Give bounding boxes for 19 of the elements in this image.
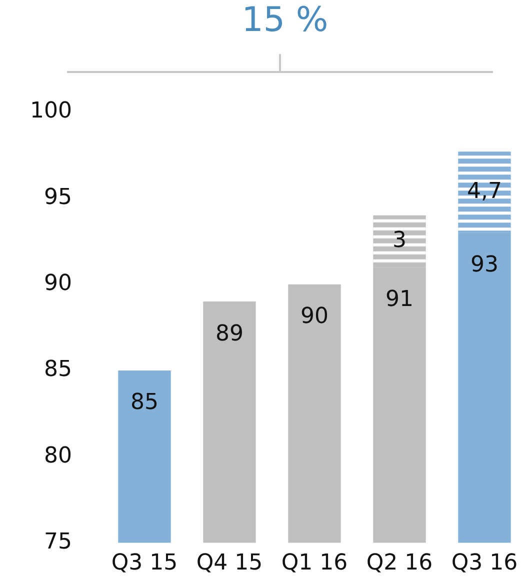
x-tick-label: Q1 16 (281, 550, 348, 576)
text: 15 % (240, 0, 330, 40)
y-tick-label: 100 (30, 98, 72, 124)
data-label: 90 (300, 304, 328, 330)
y-tick-label: 90 (44, 271, 72, 296)
y-tick-label: 85 (44, 357, 72, 382)
y-tick-label: 80 (44, 443, 72, 468)
y-tick-label: 75 (44, 530, 72, 555)
y-tick-label: 95 (44, 184, 72, 210)
data-label: 93 (470, 252, 498, 278)
data-label: 4,7 (467, 178, 502, 204)
data-label: 91 (385, 286, 414, 312)
x-tick-label: Q2 16 (366, 550, 433, 576)
data-label: 3 (392, 228, 406, 253)
x-tick-label: Q4 15 (196, 550, 263, 576)
data-label: 89 (215, 321, 244, 346)
x-tick-label: Q3 16 (451, 550, 518, 576)
data-label: 85 (130, 390, 158, 416)
x-tick-label: Q3 15 (111, 550, 178, 576)
